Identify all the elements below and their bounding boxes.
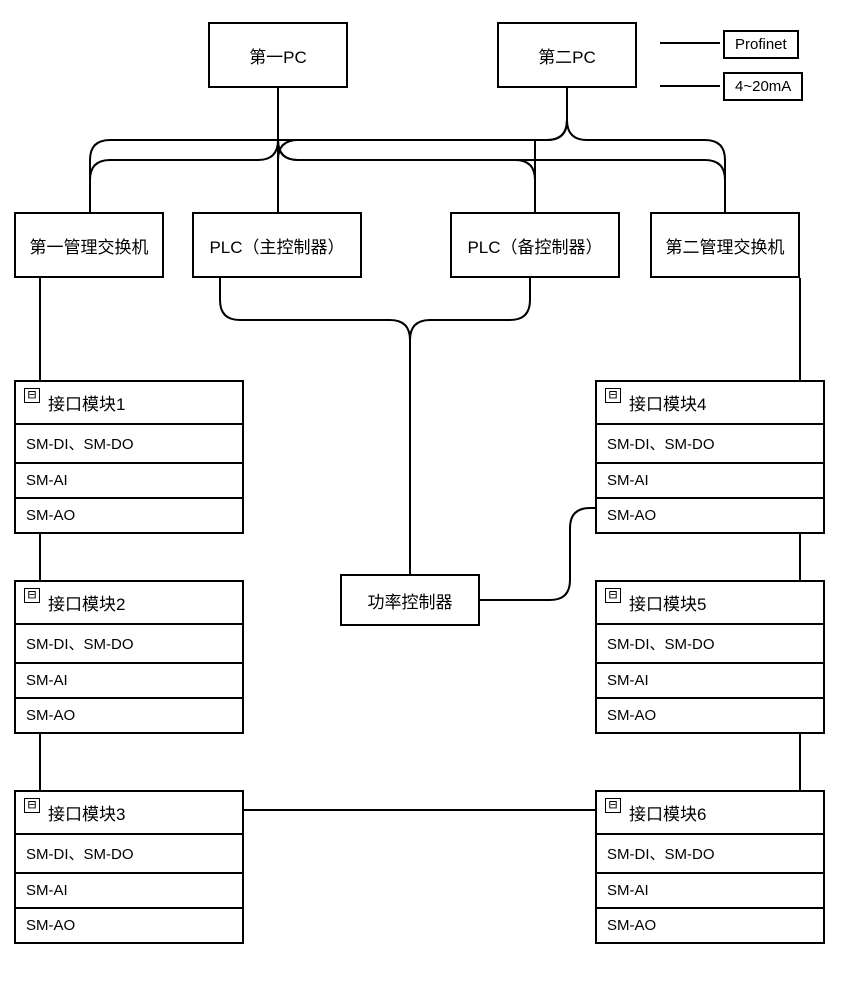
module-4-row-1: SM-AI [597, 464, 823, 499]
pc2-label: 第二PC [538, 43, 596, 68]
module-5-row-1: SM-AI [597, 664, 823, 699]
interface-module-2: 接口模块2 SM-DI、SM-DO SM-AI SM-AO [14, 580, 244, 734]
switch1-label: 第一管理交换机 [30, 233, 149, 258]
module-5-title: 接口模块5 [629, 595, 706, 614]
module-4-row-2: SM-AO [597, 499, 823, 532]
module-1-title: 接口模块1 [48, 395, 125, 414]
module-3-row-0: SM-DI、SM-DO [16, 835, 242, 874]
interface-module-1: 接口模块1 SM-DI、SM-DO SM-AI SM-AO [14, 380, 244, 534]
plc-backup-label: PLC（备控制器） [467, 233, 602, 258]
module-1-row-1: SM-AI [16, 464, 242, 499]
legend-profinet: Profinet [723, 30, 799, 59]
plc-main-label: PLC（主控制器） [209, 233, 344, 258]
module-2-title: 接口模块2 [48, 595, 125, 614]
module-6-header: 接口模块6 [597, 792, 823, 835]
pc1-node: 第一PC [208, 22, 348, 88]
pc2-node: 第二PC [497, 22, 637, 88]
module-3-row-1: SM-AI [16, 874, 242, 909]
legend-current: 4~20mA [723, 72, 803, 101]
interface-module-3: 接口模块3 SM-DI、SM-DO SM-AI SM-AO [14, 790, 244, 944]
power-controller-node: 功率控制器 [340, 574, 480, 626]
interface-module-5: 接口模块5 SM-DI、SM-DO SM-AI SM-AO [595, 580, 825, 734]
legend-line-current [660, 85, 720, 87]
plc-main-node: PLC（主控制器） [192, 212, 362, 278]
interface-module-4: 接口模块4 SM-DI、SM-DO SM-AI SM-AO [595, 380, 825, 534]
plc-backup-node: PLC（备控制器） [450, 212, 620, 278]
switch2-label: 第二管理交换机 [666, 233, 785, 258]
module-6-row-1: SM-AI [597, 874, 823, 909]
module-5-row-2: SM-AO [597, 699, 823, 732]
module-3-title: 接口模块3 [48, 805, 125, 824]
module-6-title: 接口模块6 [629, 805, 706, 824]
module-4-header: 接口模块4 [597, 382, 823, 425]
module-1-row-0: SM-DI、SM-DO [16, 425, 242, 464]
module-3-header: 接口模块3 [16, 792, 242, 835]
pc1-label: 第一PC [249, 43, 307, 68]
legend-current-label: 4~20mA [735, 78, 791, 95]
interface-module-6: 接口模块6 SM-DI、SM-DO SM-AI SM-AO [595, 790, 825, 944]
module-1-row-2: SM-AO [16, 499, 242, 532]
legend-profinet-label: Profinet [735, 36, 787, 53]
module-6-row-0: SM-DI、SM-DO [597, 835, 823, 874]
module-3-row-2: SM-AO [16, 909, 242, 942]
module-2-row-2: SM-AO [16, 699, 242, 732]
module-5-header: 接口模块5 [597, 582, 823, 625]
module-1-header: 接口模块1 [16, 382, 242, 425]
module-5-row-0: SM-DI、SM-DO [597, 625, 823, 664]
switch1-node: 第一管理交换机 [14, 212, 164, 278]
module-2-header: 接口模块2 [16, 582, 242, 625]
module-4-title: 接口模块4 [629, 395, 706, 414]
module-2-row-0: SM-DI、SM-DO [16, 625, 242, 664]
switch2-node: 第二管理交换机 [650, 212, 800, 278]
module-6-row-2: SM-AO [597, 909, 823, 942]
module-4-row-0: SM-DI、SM-DO [597, 425, 823, 464]
module-2-row-1: SM-AI [16, 664, 242, 699]
power-controller-label: 功率控制器 [368, 588, 453, 613]
legend-line-profinet [660, 42, 720, 44]
